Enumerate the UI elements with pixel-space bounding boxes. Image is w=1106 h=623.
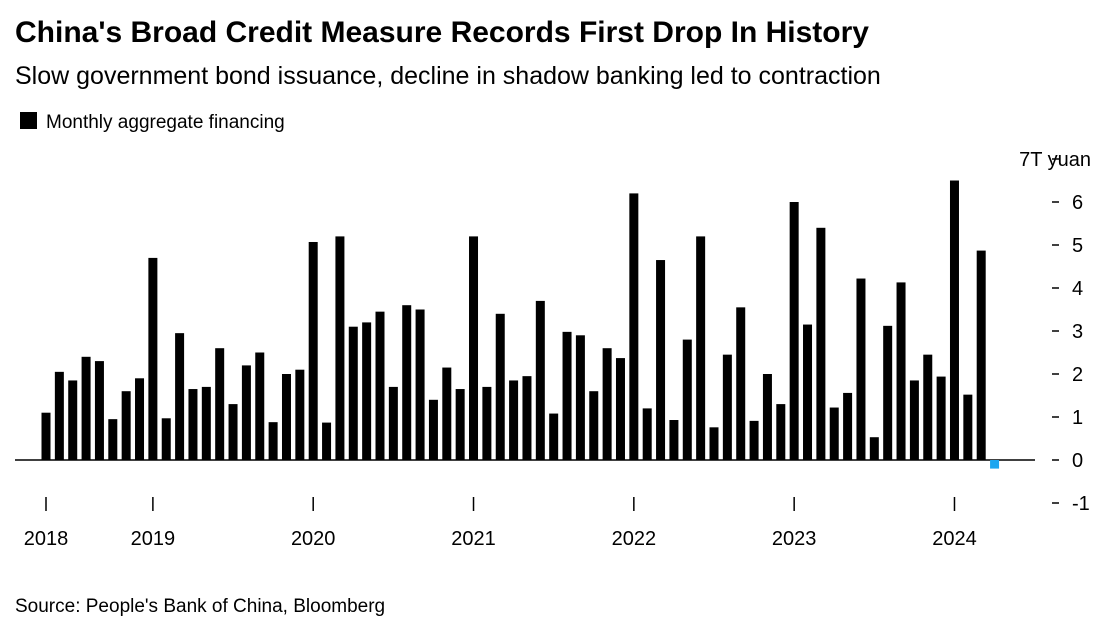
bar [629, 193, 639, 460]
y-tick-label: 1 [1072, 407, 1083, 429]
y-tick-label: 4 [1072, 278, 1083, 300]
bar [923, 354, 933, 460]
bar [375, 311, 385, 460]
bar [669, 420, 679, 460]
bar [388, 386, 398, 460]
bar [161, 418, 171, 460]
bar [428, 399, 438, 460]
bar [575, 335, 585, 460]
bar [856, 278, 866, 460]
y-tick-label: 3 [1072, 321, 1083, 343]
bar [709, 427, 719, 460]
bar [909, 380, 919, 460]
y-tick-label: 0 [1072, 450, 1083, 472]
y-tick-label: 2 [1072, 364, 1083, 386]
bar [348, 326, 358, 460]
bar [308, 241, 318, 460]
bar [241, 365, 251, 460]
bar [228, 404, 238, 460]
chart-title: China's Broad Credit Measure Records Fir… [15, 16, 869, 49]
bar [121, 391, 131, 460]
bar [736, 307, 746, 460]
bar [469, 236, 479, 460]
x-tick-label: 2020 [291, 528, 336, 550]
bar [509, 380, 519, 460]
bar [682, 339, 692, 460]
bar [135, 378, 145, 460]
bar [829, 407, 839, 460]
bar [415, 309, 425, 460]
x-tick-label: 2022 [612, 528, 657, 550]
bar [762, 374, 772, 460]
bar [442, 367, 452, 460]
bar [81, 356, 91, 460]
bar [562, 331, 572, 460]
bar [281, 374, 291, 460]
x-tick-label: 2021 [451, 528, 496, 550]
bar [602, 348, 612, 460]
bar [54, 371, 64, 460]
bar [362, 322, 372, 460]
source: Source: People's Bank of China, Bloomber… [15, 596, 385, 617]
y-tick-label: 5 [1072, 235, 1083, 257]
bar [522, 376, 532, 460]
x-tick-label: 2024 [932, 528, 977, 550]
bar [482, 386, 492, 460]
bar [696, 236, 706, 460]
bar [188, 389, 198, 460]
bar [803, 324, 813, 460]
bar [949, 180, 959, 460]
bar [322, 422, 332, 460]
bar [776, 404, 786, 460]
bar [615, 358, 625, 460]
bar [789, 202, 799, 460]
bar [976, 250, 986, 460]
y-tick-label: 7T yuan [1019, 149, 1091, 171]
x-tick-label: 2018 [24, 528, 69, 550]
bar [108, 419, 118, 460]
bar [495, 313, 505, 460]
bar [295, 369, 305, 460]
chart-subtitle: Slow government bond issuance, decline i… [15, 62, 881, 90]
bar [455, 389, 465, 460]
bar [816, 227, 826, 460]
bar [148, 257, 158, 460]
bar [642, 408, 652, 460]
bar [535, 300, 545, 460]
bar [41, 412, 51, 460]
bar [749, 420, 759, 460]
bar [990, 460, 1000, 469]
y-tick-label: -1 [1072, 493, 1090, 515]
legend-label: Monthly aggregate financing [46, 112, 285, 133]
bar [549, 413, 559, 460]
bar [722, 354, 732, 460]
bar [255, 352, 265, 460]
bar [963, 394, 973, 460]
bar [402, 305, 412, 460]
bar [843, 392, 853, 460]
bar [896, 282, 906, 460]
bar [869, 437, 879, 460]
bar [201, 386, 211, 460]
bar [656, 260, 666, 460]
x-tick-label: 2019 [131, 528, 176, 550]
bar [883, 325, 893, 460]
bar [335, 236, 345, 460]
legend-swatch [20, 112, 37, 129]
x-tick-label: 2023 [772, 528, 817, 550]
bar [268, 422, 278, 460]
bar [589, 391, 599, 460]
bar [175, 333, 185, 460]
y-tick-label: 6 [1072, 192, 1083, 214]
bar [215, 348, 225, 460]
bar [94, 361, 104, 460]
bar [936, 376, 946, 460]
bar [68, 380, 78, 460]
